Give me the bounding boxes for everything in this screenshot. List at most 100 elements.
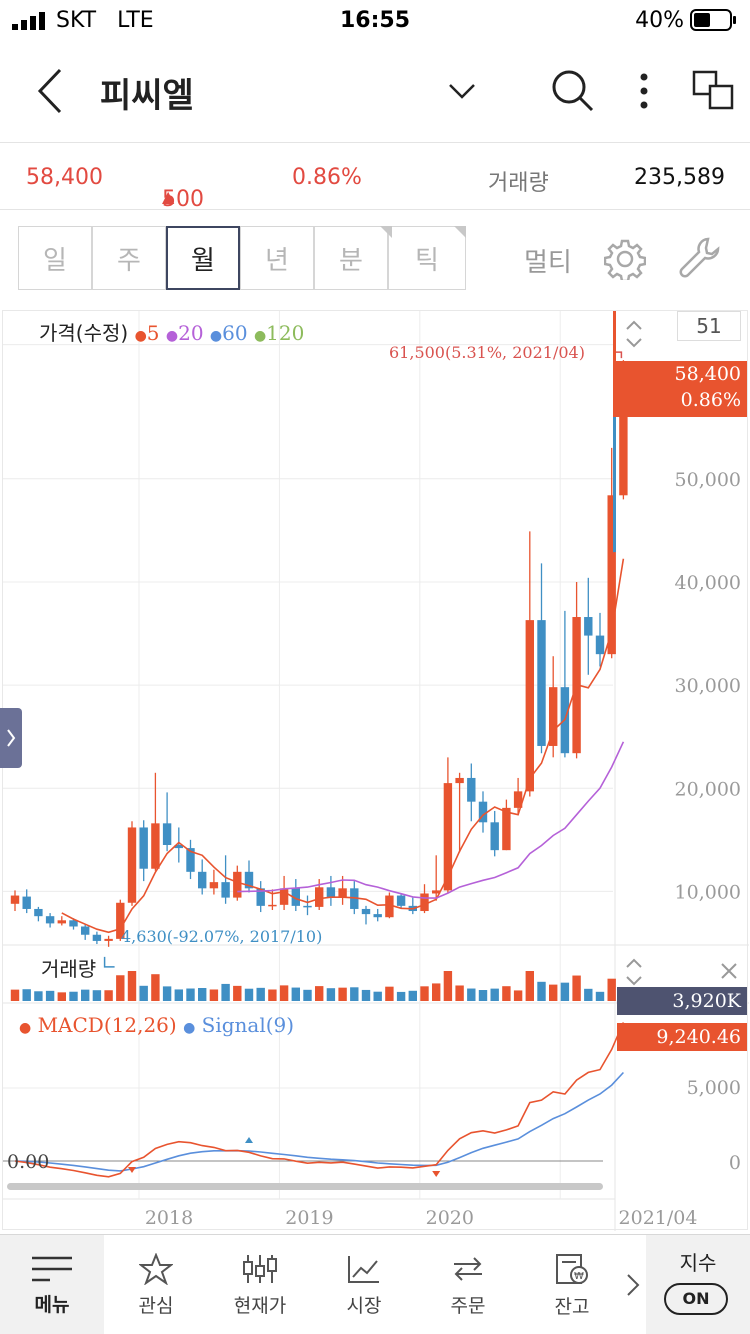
chevron-right-icon[interactable] [624, 1271, 642, 1299]
nav-menu-label: 메뉴 [34, 1293, 70, 1316]
chart-panel[interactable]: 10,000 20,000 30,000 40,000 50,000 2018 2019 20… [2, 310, 749, 1231]
cross-up-marker-icon [432, 1171, 441, 1177]
star-icon [139, 1252, 173, 1285]
wrench-icon[interactable] [678, 236, 720, 280]
tab-minute[interactable]: 분 [314, 226, 388, 290]
nav-menu[interactable]: 메뉴 [0, 1235, 104, 1334]
candle-body [69, 920, 78, 927]
volume-bar [560, 982, 570, 1001]
volume-bar [174, 989, 183, 1001]
volume-bar [34, 991, 43, 1001]
scroll-updown-icon[interactable] [623, 319, 645, 349]
volume-bar [584, 988, 593, 1001]
volume-bar [69, 991, 78, 1001]
nav-market-label: 시장 [346, 1294, 382, 1317]
x-tick-label: 2021/04 [619, 1207, 698, 1229]
back-icon[interactable] [36, 68, 64, 114]
candle-body [268, 904, 277, 907]
close-icon[interactable] [719, 961, 739, 981]
volume-bar [607, 978, 616, 1001]
candle-body [619, 392, 628, 496]
cross-down-marker-icon [245, 1137, 253, 1143]
candle-body [198, 871, 207, 889]
gear-icon[interactable] [604, 238, 646, 280]
candle-body [537, 620, 546, 746]
candle-body [385, 895, 394, 918]
candle-body [595, 635, 605, 655]
nav-current-price-label: 현재가 [233, 1294, 287, 1317]
tab-week[interactable]: 주 [92, 226, 166, 290]
volume-bar [408, 990, 417, 1001]
carrier: SKT LTE [56, 8, 154, 33]
side-counter[interactable]: 51 [677, 311, 741, 341]
volume-bar [45, 990, 55, 1001]
nav-order[interactable]: 주문 [416, 1235, 520, 1334]
volume-bar [549, 984, 558, 1001]
volume-bar [81, 989, 90, 1001]
volume-bar [443, 971, 453, 1001]
volume-bar [467, 988, 476, 1001]
volume-bar [350, 987, 359, 1001]
volume-label: 거래량 [488, 171, 549, 196]
x-tick-label: 2018 [145, 1207, 193, 1229]
multi-button[interactable]: 멀티 [524, 248, 572, 278]
tab-year[interactable]: 년 [240, 226, 314, 290]
cross-up-marker-icon [128, 1167, 136, 1173]
candle-body [45, 916, 55, 924]
nav-watchlist[interactable]: 관심 [104, 1235, 208, 1334]
expand-panel-button[interactable] [0, 708, 22, 768]
ma20-line [237, 741, 625, 899]
stock-title[interactable]: 피씨엘 [100, 76, 194, 116]
nav-balance[interactable]: ₩ 잔고 [520, 1235, 624, 1334]
tab-tick[interactable]: 틱 [388, 226, 466, 290]
volume-bar [303, 989, 312, 1001]
windows-icon[interactable] [692, 70, 736, 110]
chart-canvas[interactable]: 10,000 20,000 30,000 40,000 50,000 2018 2019 20… [3, 311, 749, 1231]
more-icon[interactable] [636, 72, 652, 112]
volume-bar [361, 989, 371, 1001]
candle-body [490, 822, 499, 851]
y-tick-label: 10,000 [675, 881, 741, 903]
index-toggle-button[interactable]: ON [664, 1283, 728, 1315]
macd-label: MACD(12,26) [37, 1013, 177, 1037]
candle-body [116, 902, 125, 939]
trend-icon [348, 1255, 379, 1283]
volume-bar [572, 975, 581, 1001]
ma120-label: 120 [266, 321, 305, 345]
nav-market[interactable]: 시장 [312, 1235, 416, 1334]
menu-icon [32, 1256, 72, 1281]
ma60-dot-icon: ● [209, 328, 223, 344]
volume-bar [513, 990, 523, 1001]
volume-bar [127, 971, 137, 1001]
legend-title: 가격(수정) [39, 321, 129, 345]
candle-body [92, 934, 102, 941]
quote-bar: 58,400 ▲ 500 0.86% 거래량 235,589 [0, 142, 750, 212]
current-range-marker [613, 311, 616, 365]
nav-current-price[interactable]: 현재가 [208, 1235, 312, 1334]
volume-bar [244, 988, 254, 1001]
up-triangle-icon: ▲ [162, 187, 175, 206]
high-annotation: 61,500(5.31%, 2021/04) [389, 343, 585, 362]
volume-bar [151, 974, 160, 1001]
candle-body [221, 882, 230, 898]
volume-bar [256, 987, 265, 1001]
candle-body [338, 888, 347, 898]
tab-day[interactable]: 일 [18, 226, 92, 290]
candle-body [432, 890, 441, 894]
clock: 16:55 [339, 8, 411, 33]
candle-body [139, 827, 148, 869]
chevron-down-icon[interactable] [448, 82, 476, 100]
candle-body [22, 896, 31, 909]
candle-body [525, 620, 534, 792]
volume-bar [478, 990, 488, 1001]
search-icon[interactable] [550, 68, 594, 112]
candle-body [256, 888, 265, 906]
macd-zero-label: 0.00 [7, 1151, 50, 1173]
svg-text:₩: ₩ [574, 1271, 584, 1282]
volume-bar [525, 971, 534, 1001]
volume-bar [22, 989, 31, 1001]
candle-body [303, 905, 312, 908]
tab-month[interactable]: 월 [166, 226, 240, 290]
scroll-updown-icon[interactable] [623, 957, 645, 987]
volume-bar [595, 991, 605, 1001]
